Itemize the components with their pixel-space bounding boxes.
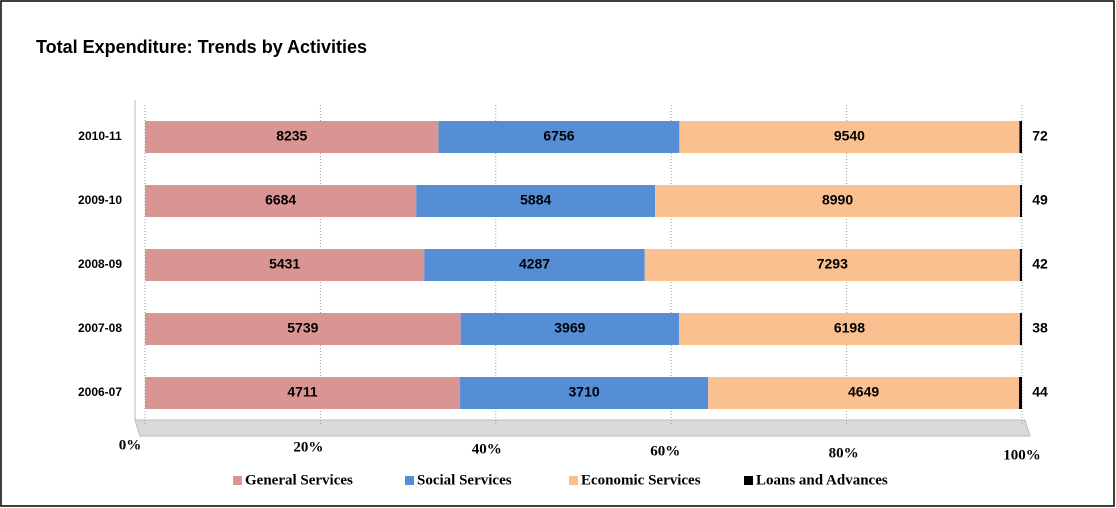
data-label: 6684	[265, 192, 296, 208]
bar-segment	[438, 121, 680, 153]
bar-segment	[460, 313, 679, 345]
x-tick-label: 60%	[650, 443, 680, 459]
data-label: 8235	[276, 128, 307, 144]
floor	[134, 419, 1031, 437]
bar-segment	[145, 121, 439, 153]
legend-swatch	[569, 476, 578, 485]
legend-label: Loans and Advances	[756, 472, 888, 488]
data-label: 4711	[287, 384, 318, 400]
legend-swatch	[233, 476, 242, 485]
data-label: 44	[1032, 384, 1048, 400]
bar-segment	[708, 377, 1020, 409]
data-label: 42	[1032, 256, 1048, 272]
y-tick-label: 2007-08	[78, 321, 122, 335]
x-tick-label: 0%	[119, 437, 142, 453]
y-tick-label: 2008-09	[78, 257, 122, 271]
legend-label: Social Services	[417, 472, 512, 488]
data-label: 3710	[569, 384, 600, 400]
x-tick-label: 100%	[1003, 447, 1041, 463]
data-label: 8990	[822, 192, 853, 208]
bar-segment	[1019, 249, 1022, 281]
bar-segment	[424, 249, 645, 281]
bar-segment	[460, 377, 709, 409]
data-label: 5739	[287, 320, 318, 336]
y-tick-label: 2006-07	[78, 385, 122, 399]
data-label: 5431	[269, 256, 300, 272]
data-label: 4649	[848, 384, 879, 400]
y-tick-label: 2010-11	[78, 129, 122, 143]
x-tick-label: 20%	[293, 439, 323, 455]
legend-swatch	[744, 476, 753, 485]
bar-segment	[1019, 377, 1022, 409]
data-label: 9540	[834, 128, 865, 144]
data-label: 5884	[520, 192, 551, 208]
bar-segment	[644, 249, 1020, 281]
bar-segment	[145, 377, 461, 409]
y-tick-label: 2009-10	[78, 193, 122, 207]
data-label: 38	[1032, 320, 1048, 336]
bar-segment	[145, 185, 417, 217]
data-label: 49	[1032, 192, 1048, 208]
data-label: 6756	[543, 128, 574, 144]
bar-segment	[1019, 121, 1022, 153]
bar-segment	[145, 313, 461, 345]
bar-segment	[655, 185, 1021, 217]
data-label: 7293	[817, 256, 848, 272]
data-label: 4287	[519, 256, 550, 272]
bar-segment	[1019, 313, 1022, 345]
bar-segment	[416, 185, 656, 217]
bar-segment	[145, 249, 425, 281]
data-label: 3969	[554, 320, 585, 336]
x-tick-label: 80%	[829, 445, 859, 461]
bar-segment	[679, 121, 1020, 153]
legend-label: Economic Services	[581, 472, 701, 488]
bar-segment	[1020, 185, 1022, 217]
data-label: 72	[1032, 128, 1048, 144]
legend-label: General Services	[245, 472, 353, 488]
data-label: 6198	[834, 320, 865, 336]
bar-segment	[678, 313, 1020, 345]
x-tick-label: 40%	[472, 441, 502, 457]
legend-swatch	[405, 476, 414, 485]
chart-title: Total Expenditure: Trends by Activities	[36, 37, 367, 57]
